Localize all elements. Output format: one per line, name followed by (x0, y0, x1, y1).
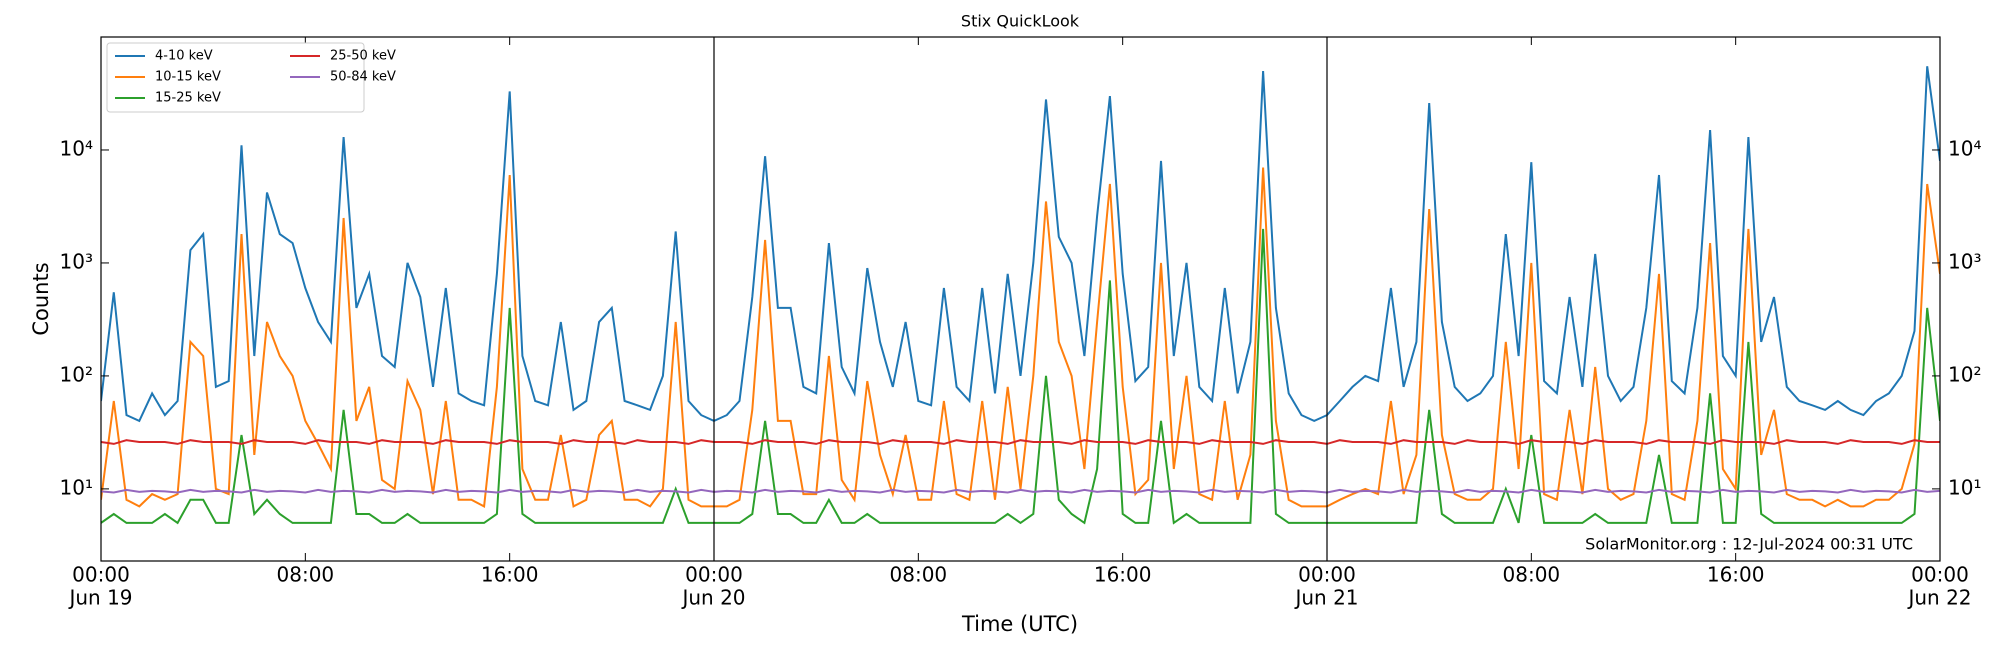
x-tick-sublabel: Jun 19 (67, 586, 132, 610)
plot-frame (100, 36, 1941, 562)
legend-label: 50-84 keV (330, 70, 396, 85)
series-line (101, 439, 1940, 445)
x-tick-label: 00:00 (1911, 563, 1969, 587)
legend-label: 10-15 keV (155, 70, 221, 85)
x-tick-label: 08:00 (890, 563, 948, 587)
x-tick-label: 16:00 (481, 563, 539, 587)
annotation: SolarMonitor.org : 12-Jul-2024 00:31 UTC (1585, 535, 1913, 554)
y-tick-label-right: 10² (1948, 362, 1981, 386)
series-line (101, 66, 1940, 423)
y-tick-label-right: 10¹ (1948, 475, 1981, 499)
y-tick-label-right: 10³ (1948, 249, 1981, 273)
legend-box (106, 42, 365, 113)
x-tick-label: 16:00 (1094, 563, 1152, 587)
y-tick-label: 10⁴ (60, 136, 93, 160)
y-axis-label: Counts (29, 262, 53, 335)
x-tick-sublabel: Jun 20 (680, 586, 745, 610)
x-tick-sublabel: Jun 21 (1293, 586, 1358, 610)
x-tick-label: 00:00 (72, 563, 130, 587)
legend-label: 4-10 keV (155, 49, 213, 64)
y-tick-label: 10¹ (60, 475, 93, 499)
legend-label: 15-25 keV (155, 91, 221, 106)
x-tick-label: 00:00 (1298, 563, 1356, 587)
x-tick-label: 08:00 (1503, 563, 1561, 587)
legend-label: 25-50 keV (330, 49, 396, 64)
x-tick-label: 08:00 (277, 563, 335, 587)
series-line (101, 228, 1940, 525)
x-tick-label: 16:00 (1707, 563, 1765, 587)
y-tick-label-right: 10⁴ (1948, 136, 1981, 160)
series-line (101, 167, 1940, 508)
y-tick-label: 10³ (60, 249, 93, 273)
series-line (101, 488, 1940, 494)
y-tick-label: 10² (60, 362, 93, 386)
x-tick-sublabel: Jun 22 (1906, 586, 1971, 610)
chart-title: Stix QuickLook (961, 12, 1080, 31)
x-axis-label: Time (UTC) (961, 612, 1078, 636)
x-tick-label: 00:00 (685, 563, 743, 587)
